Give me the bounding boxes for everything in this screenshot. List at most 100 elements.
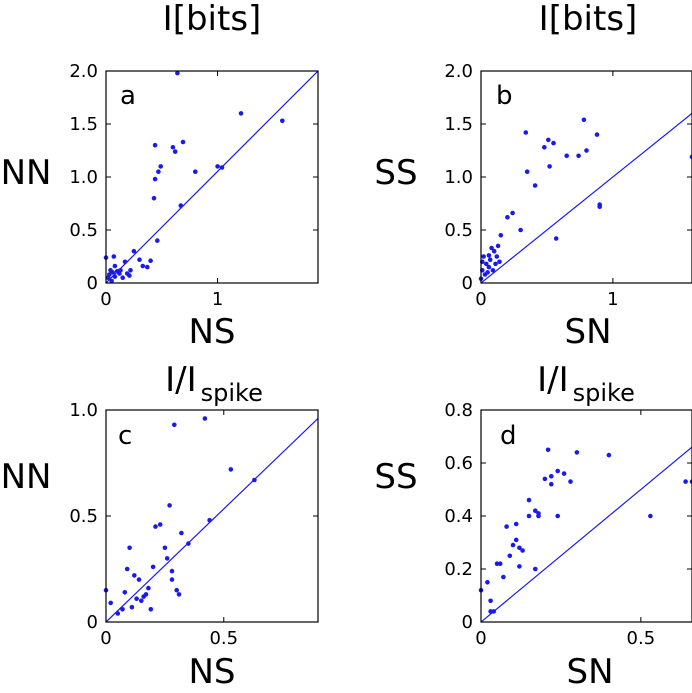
panel-a-ytick-label: 2.0	[69, 61, 98, 82]
panel-b-title: I[bits]	[539, 0, 638, 39]
panel-a-point	[127, 273, 132, 278]
panel-b-point	[551, 140, 556, 146]
panel-a-title: I[bits]	[163, 0, 262, 39]
panel-b-plot: 0 1 0 0.5 1.0 1.5 2.0	[444, 61, 692, 310]
panel-d-point	[648, 513, 653, 519]
panel-a-point	[170, 145, 176, 150]
panel-c-point	[207, 517, 212, 523]
panel-d-point	[507, 553, 513, 559]
panel-b-point	[491, 248, 497, 254]
panel-a-point	[175, 70, 180, 76]
panel-b-point	[486, 253, 492, 258]
panel-c-point	[179, 530, 184, 536]
panel-b-point	[584, 148, 589, 153]
panel-d-ytick-label: 0.2	[444, 559, 473, 580]
panel-c-point	[122, 590, 128, 595]
panel-c-point	[162, 545, 168, 551]
panel-c-ylabel: NN	[1, 457, 52, 497]
panel-c-point	[153, 524, 158, 529]
panel-a-point	[122, 259, 128, 265]
panel-d-point	[494, 561, 500, 566]
panel-a-point	[131, 248, 137, 254]
panel-b-ylabel: SS	[374, 153, 417, 193]
panel-a-point	[148, 258, 153, 264]
panel-d-point	[549, 481, 554, 487]
panel-a-ytick-label: 0.5	[69, 220, 98, 241]
panel-c-point	[252, 477, 257, 483]
panel-c-point	[136, 577, 142, 582]
panel-c-xtick-label: 0	[100, 628, 111, 649]
panel-d-point	[549, 474, 554, 479]
panel-c-point	[124, 566, 130, 572]
panel-b-frame	[480, 70, 692, 284]
panel-d-point	[488, 598, 493, 604]
panel-c-point	[129, 604, 135, 610]
panel-b-point	[489, 245, 494, 251]
panel-c-point	[127, 545, 132, 551]
panel-d-point	[545, 447, 551, 453]
panel-a-xtick-label: 1	[212, 289, 223, 310]
panel-b-point	[581, 117, 587, 123]
panel-b: I[bits] SS SN b 0 1 0 0.5 1.0 1.5 2.0	[374, 0, 692, 352]
panel-a-point	[107, 272, 112, 277]
panel-b-point	[495, 243, 501, 249]
panel-d-diagonal-line	[481, 446, 692, 622]
panel-c-point	[150, 564, 156, 570]
panel-a-point	[120, 275, 125, 281]
panel-a-point	[128, 268, 133, 273]
panel-d-point	[526, 513, 532, 519]
panel-a-point	[118, 268, 123, 273]
panel-d-title-sub: spike	[573, 379, 635, 407]
panel-c-point	[186, 541, 191, 546]
panel-c-title: I/I spike	[165, 360, 263, 407]
panel-d-title-main: I/I	[537, 360, 569, 400]
panel-b-point	[497, 259, 502, 265]
panel-b-point	[490, 268, 496, 273]
panel-b-diagonal-line	[481, 112, 692, 283]
panel-c-ytick-label: 1.0	[69, 400, 98, 421]
panel-a-point	[172, 149, 178, 154]
panel-b-point	[576, 153, 581, 159]
panel-d-plot: 0 0.5 0 0.2 0.4 0.6 0.8	[444, 400, 692, 649]
panel-a-ytick-label: 1.0	[69, 167, 98, 188]
panel-d-point	[504, 524, 509, 529]
panel-d-ytick-label: 0	[462, 612, 473, 633]
panel-d-ytick-label: 0.6	[444, 453, 473, 474]
panel-d-point	[520, 548, 525, 553]
panel-b-point	[524, 169, 530, 174]
panel-c-diagonal-line	[106, 418, 318, 622]
panel-c-point	[228, 467, 234, 472]
panel-a-point	[112, 263, 118, 269]
panel-d-point	[561, 471, 567, 476]
panel-d: I/I spike SS SN d 0 0.5 0 0.2 0.4 0.6 0.8	[374, 360, 692, 692]
panel-a-point	[110, 270, 115, 275]
panel-b-point	[481, 254, 486, 259]
panel-a-point	[215, 164, 220, 169]
panel-d-point	[513, 521, 519, 527]
panel-c-point	[157, 522, 163, 527]
panel-d-point	[497, 561, 503, 566]
panel-a-point	[145, 264, 150, 270]
panel-d-point	[574, 450, 580, 455]
panel-a-ytick-label: 0	[87, 273, 98, 294]
panel-c-xtick-label: 0.5	[209, 628, 238, 649]
panel-d-point	[533, 508, 538, 513]
panel-c-letter: c	[118, 421, 132, 451]
panel-b-point	[597, 202, 602, 207]
panel-d-point	[513, 537, 519, 543]
panel-c-point	[164, 556, 170, 561]
panel-a-point	[193, 169, 198, 174]
panel-a-plot: 0 1 0 0.5 1.0 1.5 2.0	[69, 61, 318, 310]
panel-a-point	[109, 278, 114, 284]
panel-c-point	[120, 607, 125, 612]
panel-c: I/I spike NN NS c 0 0.5 0 0.5 1.0	[1, 360, 319, 692]
panel-c-title-sub: spike	[201, 379, 263, 407]
panel-a-frame	[105, 70, 319, 284]
panel-d-frame	[480, 409, 692, 623]
panel-b-point	[484, 261, 489, 267]
panel-b-point	[553, 236, 559, 241]
panel-c-point	[148, 607, 154, 612]
panel-b-ytick-label: 0	[462, 273, 473, 294]
panel-d-ytick-label: 0.8	[444, 400, 473, 421]
